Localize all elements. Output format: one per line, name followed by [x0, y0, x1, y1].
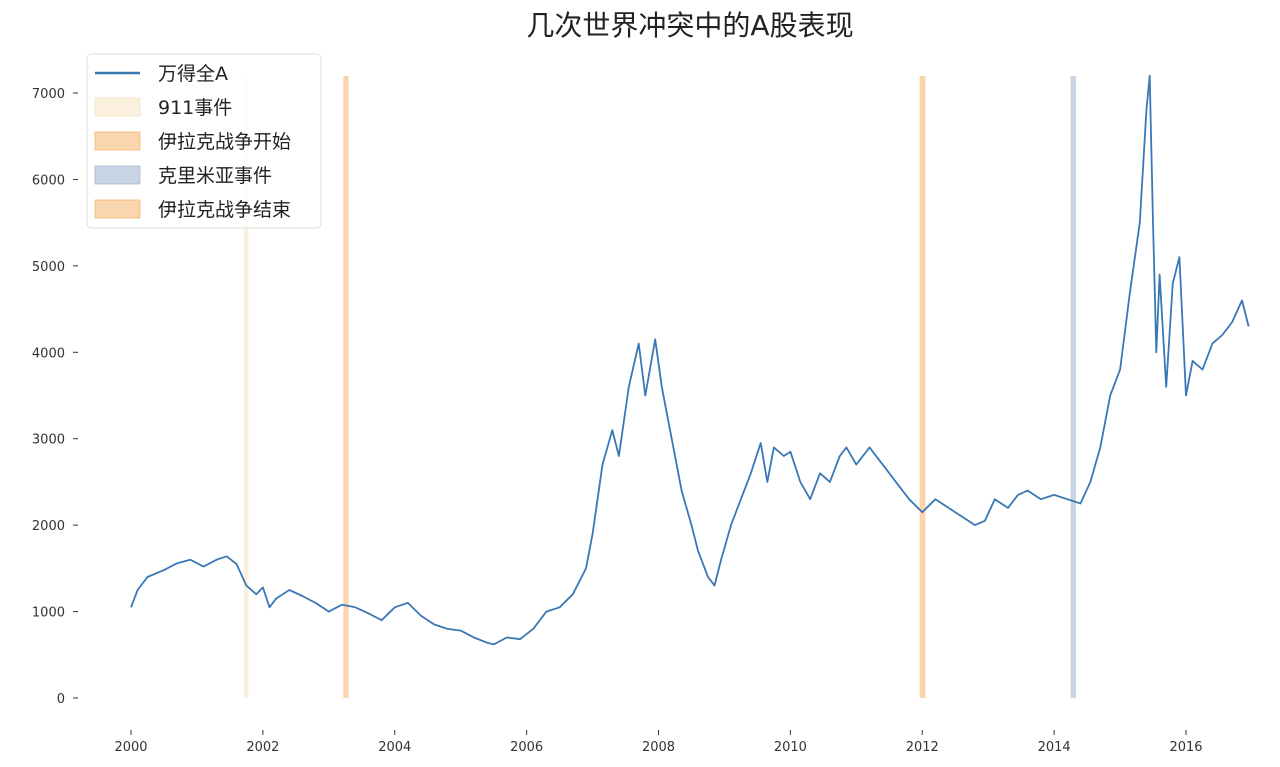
legend-swatch [94, 199, 141, 219]
x-tick-label: 2006 [510, 740, 543, 755]
y-tick-label: 5000 [32, 260, 65, 275]
shaded-spans [243, 76, 1076, 698]
x-tick-label: 2012 [906, 740, 939, 755]
chart-title: 几次世界冲突中的A股表现 [526, 9, 854, 42]
legend-swatch [94, 97, 141, 117]
legend-box [86, 53, 322, 229]
y-tick-label: 2000 [32, 519, 65, 534]
x-tick-label: 2002 [246, 740, 279, 755]
x-tick-label: 2004 [378, 740, 411, 755]
x-tick-label: 2000 [114, 740, 147, 755]
y-tick-label: 1000 [32, 606, 65, 621]
legend-label: 伊拉克战争开始 [158, 131, 291, 153]
span-2 [343, 76, 349, 698]
x-axis: 2000 2002 2004 2006 2008 2010 2012 2014 2016 [114, 730, 1203, 755]
y-tick-label: 4000 [32, 346, 65, 361]
legend-label: 伊拉克战争结束 [158, 199, 291, 221]
legend-label: 911事件 [158, 97, 232, 119]
y-tick-label: 6000 [32, 173, 65, 188]
span-1 [243, 76, 249, 698]
span-3 [1070, 76, 1076, 698]
y-tick-label: 7000 [32, 87, 65, 102]
y-tick-label: 0 [57, 692, 65, 707]
series-layer [130, 74, 1250, 646]
span-4 [919, 76, 926, 698]
legend-swatch [94, 131, 141, 151]
x-tick-label: 2014 [1038, 740, 1071, 755]
legend-label: 万得全A [158, 63, 228, 85]
y-tick-label: 3000 [32, 433, 65, 448]
x-tick-label: 2016 [1169, 740, 1202, 755]
x-tick-label: 2010 [774, 740, 807, 755]
y-axis: 0 1000 2000 3000 4000 5000 6000 7000 [32, 87, 78, 707]
x-tick-label: 2008 [642, 740, 675, 755]
legend-label: 克里米亚事件 [158, 165, 272, 187]
legend-swatch [94, 165, 141, 185]
series-line-1 [130, 74, 1250, 646]
